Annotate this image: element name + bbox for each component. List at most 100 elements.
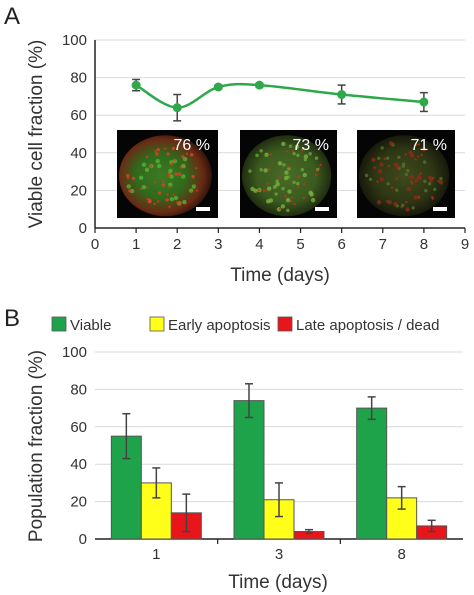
inset-cell-dot bbox=[262, 189, 266, 192]
inset-cell-dot bbox=[195, 189, 199, 192]
inset-cell-dot bbox=[277, 161, 283, 166]
inset-cell-dot bbox=[395, 177, 398, 180]
panel-a-x-tick-label: 3 bbox=[214, 236, 222, 253]
inset-cell-dot bbox=[148, 164, 153, 169]
inset-cell-dot bbox=[182, 157, 188, 162]
panel-a-y-tick-label: 40 bbox=[70, 145, 87, 162]
inset-cell-dot bbox=[285, 197, 291, 203]
inset-cell-dot bbox=[281, 141, 286, 147]
inset-cell-dot bbox=[278, 177, 281, 180]
inset-cell-dot bbox=[156, 147, 161, 152]
inset-cell-dot bbox=[387, 200, 392, 205]
panel-a-tick-labels: 0 20 40 60 80 100 0 1 2 3 4 5 6 7 8 9 bbox=[62, 32, 469, 253]
inset-cell-dot bbox=[395, 188, 399, 192]
panel-b-legend-label: Early apoptosis bbox=[168, 317, 271, 334]
inset-cell-dot bbox=[300, 148, 304, 152]
inset-cell-dot bbox=[438, 180, 444, 185]
inset-cell-dot bbox=[153, 202, 156, 206]
inset-cell-dot bbox=[275, 182, 280, 187]
panel-a-x-tick-label: 0 bbox=[91, 236, 99, 253]
inset-cell-dot bbox=[154, 149, 157, 153]
inset-cell-dot bbox=[387, 164, 391, 168]
inset-percentage-label: 71 % bbox=[411, 137, 447, 154]
inset-cell-dot bbox=[169, 196, 175, 202]
inset-cell-dot bbox=[175, 201, 179, 204]
inset-percentage-label: 73 % bbox=[293, 137, 329, 154]
inset-cell-dot bbox=[255, 153, 259, 157]
inset-cell-dot bbox=[405, 200, 408, 204]
inset-cell-dot bbox=[383, 157, 386, 161]
inset-cell-dot bbox=[181, 163, 186, 169]
panel-b-y-tick-label: 20 bbox=[70, 494, 87, 511]
panel-b-x-tick-label: 3 bbox=[275, 546, 283, 563]
panel-b-y-axis-title: Population fraction (%) bbox=[26, 350, 47, 542]
panel-a-data-point bbox=[337, 90, 347, 100]
inset-cell-dot bbox=[272, 185, 277, 189]
inset-cell-dot bbox=[393, 201, 398, 207]
inset-cell-dot bbox=[411, 182, 414, 185]
inset-cell-dot bbox=[138, 175, 144, 181]
inset-cell-dot bbox=[181, 174, 186, 179]
inset-cell-dot bbox=[376, 180, 379, 183]
inset-cell-dot bbox=[282, 163, 286, 167]
inset-cell-dot bbox=[431, 197, 435, 200]
inset-cell-dot bbox=[166, 193, 169, 196]
inset-cell-dot bbox=[194, 167, 198, 170]
inset-cell-dot bbox=[278, 207, 281, 211]
panel-a-y-axis-title: Viable cell fraction (%) bbox=[26, 40, 47, 229]
inset-cell-dot bbox=[296, 153, 300, 158]
inset-cell-dot bbox=[419, 172, 422, 175]
inset-cell-dot bbox=[141, 184, 147, 190]
inset-cell-dot bbox=[155, 152, 159, 156]
inset-cell-dot bbox=[414, 178, 419, 184]
inset-cell-dot bbox=[401, 164, 406, 168]
inset-cell-dot bbox=[173, 195, 179, 201]
panel-b-legend: Viable Early apoptosis Late apoptosis / de… bbox=[51, 316, 439, 334]
panel-a-data-point bbox=[131, 80, 141, 90]
inset-cell-dot bbox=[400, 205, 403, 209]
inset-cell-dot bbox=[416, 155, 420, 158]
inset-cell-dot bbox=[168, 205, 171, 208]
inset-cell-dot bbox=[281, 187, 285, 191]
inset-cell-dot bbox=[284, 170, 289, 175]
inset-cell-dot bbox=[294, 144, 300, 149]
panel-a-x-tick-label: 6 bbox=[337, 236, 345, 253]
inset-cell-dot bbox=[319, 163, 322, 167]
inset-cell-dot bbox=[253, 188, 258, 193]
inset-spheroid bbox=[119, 135, 212, 217]
inset-cell-dot bbox=[168, 185, 172, 189]
inset-cell-dot bbox=[390, 186, 394, 189]
inset-cell-dot bbox=[296, 181, 300, 186]
panel-b-x-tick-label: 8 bbox=[397, 546, 405, 563]
panel-b-bar bbox=[356, 407, 388, 540]
inset-cell-dot bbox=[139, 187, 142, 190]
inset-cell-dot bbox=[373, 166, 376, 169]
inset-cell-dot bbox=[290, 196, 294, 199]
inset-cell-dot bbox=[423, 179, 427, 183]
panel-a-x-tick-label: 5 bbox=[296, 236, 304, 253]
inset-spheroid bbox=[358, 135, 450, 217]
panel-b-bar bbox=[233, 400, 265, 540]
inset-cell-dot bbox=[146, 197, 149, 201]
inset-cell-dot bbox=[417, 196, 421, 199]
inset-cell-dot bbox=[303, 157, 308, 162]
inset-cell-dot bbox=[191, 174, 195, 179]
inset-cell-dot bbox=[165, 198, 169, 202]
panel-b-y-tick-label: 40 bbox=[70, 456, 87, 473]
inset-cell-dot bbox=[288, 144, 293, 148]
inset-cell-dot bbox=[415, 143, 418, 146]
inset-cell-dot bbox=[268, 198, 274, 203]
panel-b-y-tick-label: 60 bbox=[70, 419, 87, 436]
inset-cell-dot bbox=[309, 192, 314, 197]
inset-cell-dot bbox=[153, 181, 156, 184]
panel-a-data-point bbox=[213, 82, 223, 92]
inset-cell-dot bbox=[289, 200, 293, 203]
inset-cell-dot bbox=[377, 156, 381, 160]
inset-cell-dot bbox=[144, 167, 150, 172]
inset-cell-dot bbox=[388, 141, 394, 146]
panel-b-y-tick-label: 100 bbox=[62, 344, 87, 361]
inset-cell-dot bbox=[437, 179, 440, 183]
inset-cell-dot bbox=[141, 162, 147, 167]
inset-cell-dot bbox=[316, 169, 319, 172]
inset-cell-dot bbox=[267, 167, 271, 171]
